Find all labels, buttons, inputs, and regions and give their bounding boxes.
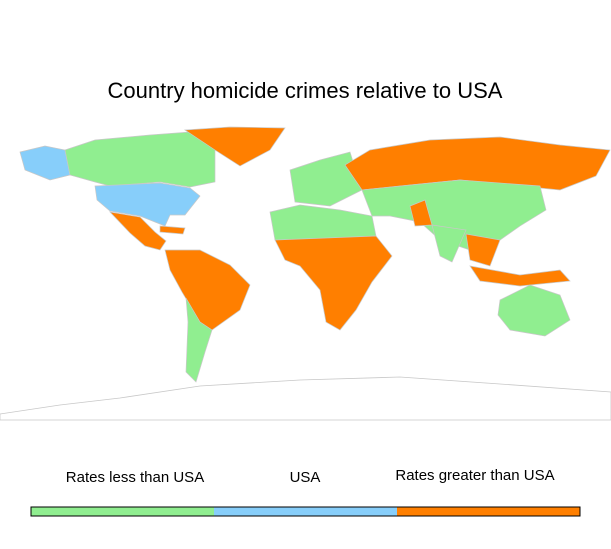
legend-label: Rates less than USA [66, 469, 204, 486]
south-america-north [164, 249, 251, 331]
central-america [109, 211, 167, 251]
caribbean [159, 225, 186, 235]
indonesia [469, 265, 571, 287]
legend-swatch [214, 507, 397, 516]
india [431, 224, 467, 263]
legend: Rates less than USA USA Rates greater th… [30, 467, 581, 517]
world-map [0, 126, 611, 421]
antarctica [0, 376, 611, 421]
sub-saharan-africa [274, 235, 393, 331]
canada [64, 131, 216, 188]
southeast-asia [465, 233, 501, 267]
usa [94, 182, 201, 227]
australia [497, 284, 571, 337]
legend-swatch [31, 507, 214, 516]
legend-label: USA [290, 469, 321, 486]
legend-swatch [397, 507, 580, 516]
greenland [183, 126, 286, 167]
legend-frame [30, 506, 581, 517]
south-america-south [185, 297, 213, 383]
legend-label: Rates greater than USA [395, 467, 554, 484]
map-title: Country homicide crimes relative to USA [108, 78, 503, 103]
